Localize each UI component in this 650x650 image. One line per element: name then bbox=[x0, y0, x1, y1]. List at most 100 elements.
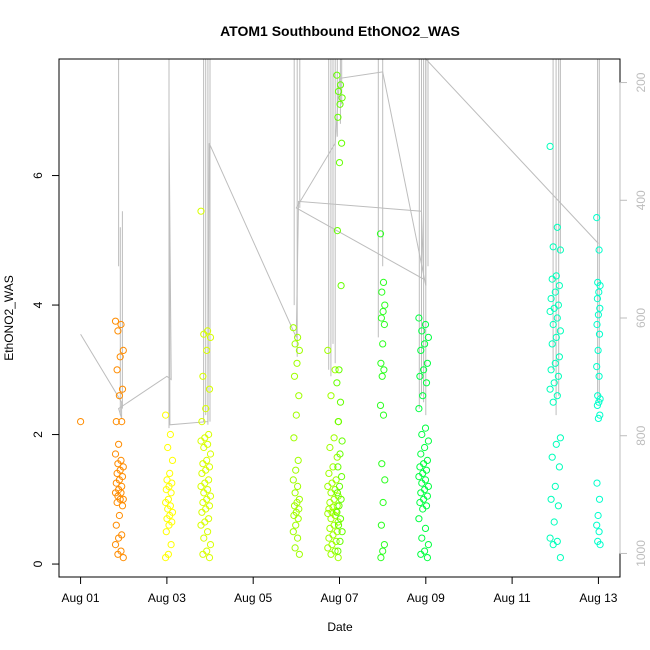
data-point bbox=[550, 518, 558, 526]
data-point bbox=[595, 288, 603, 296]
x-tick-label: Aug 05 bbox=[234, 591, 272, 605]
data-point bbox=[205, 430, 213, 439]
data-point bbox=[553, 314, 561, 322]
data-point bbox=[166, 469, 174, 477]
data-point bbox=[594, 414, 603, 422]
data-point bbox=[199, 372, 207, 380]
data-point bbox=[292, 466, 300, 474]
data-point bbox=[199, 460, 207, 468]
data-point bbox=[113, 498, 121, 507]
data-point bbox=[593, 363, 601, 371]
data-point bbox=[334, 463, 342, 471]
data-point bbox=[415, 314, 423, 322]
data-point bbox=[595, 398, 603, 406]
data-point bbox=[421, 424, 430, 432]
data-point bbox=[546, 385, 554, 393]
data-point bbox=[117, 320, 125, 329]
data-point bbox=[336, 81, 345, 89]
data-point bbox=[379, 307, 387, 316]
x-tick-label: Aug 11 bbox=[494, 591, 531, 605]
data-point bbox=[292, 411, 300, 419]
data-point bbox=[421, 524, 430, 533]
data-point bbox=[376, 401, 385, 409]
data-point bbox=[197, 521, 205, 529]
data-point bbox=[335, 482, 344, 490]
data-point bbox=[331, 366, 339, 374]
data-point bbox=[163, 476, 171, 484]
data-point bbox=[292, 521, 300, 529]
data-point bbox=[381, 476, 389, 484]
data-point bbox=[380, 541, 388, 549]
data-point bbox=[333, 508, 341, 516]
data-point bbox=[555, 353, 564, 361]
data-point bbox=[295, 346, 303, 354]
data-point bbox=[290, 434, 298, 442]
data-point bbox=[593, 295, 602, 303]
data-point bbox=[336, 100, 344, 108]
data-point bbox=[378, 460, 386, 468]
data-point bbox=[551, 482, 559, 490]
data-point bbox=[556, 554, 565, 562]
data-point bbox=[556, 434, 565, 442]
data-point bbox=[200, 443, 208, 452]
data-point bbox=[335, 366, 343, 374]
data-point bbox=[547, 495, 555, 503]
x-tick-label: Aug 03 bbox=[148, 591, 186, 605]
data-point bbox=[338, 94, 346, 102]
data-point bbox=[77, 418, 85, 426]
data-point bbox=[199, 550, 207, 558]
data-point bbox=[596, 541, 604, 549]
chart-title: ATOM1 Southbound EthONO2_WAS bbox=[220, 23, 460, 39]
data-point bbox=[379, 278, 388, 286]
data-point bbox=[418, 430, 426, 439]
data-point bbox=[593, 214, 601, 222]
y2-tick-label: 200 bbox=[634, 72, 648, 92]
y-tick-label: 6 bbox=[31, 172, 45, 179]
data-point bbox=[204, 528, 212, 536]
data-point bbox=[203, 456, 211, 464]
data-point bbox=[198, 508, 206, 516]
data-point bbox=[595, 495, 604, 503]
data-point bbox=[206, 333, 215, 341]
data-point bbox=[200, 489, 208, 497]
data-point bbox=[198, 418, 206, 426]
data-point bbox=[166, 430, 174, 439]
data-point bbox=[415, 473, 423, 481]
data-point bbox=[205, 463, 214, 471]
data-point bbox=[548, 275, 556, 283]
data-point bbox=[338, 473, 346, 481]
data-point bbox=[337, 282, 345, 290]
data-point bbox=[336, 515, 345, 523]
data-point bbox=[552, 333, 560, 341]
data-point bbox=[554, 502, 563, 510]
data-point bbox=[335, 159, 344, 167]
data-point bbox=[118, 502, 127, 510]
data-point bbox=[205, 515, 213, 523]
data-point bbox=[205, 385, 214, 393]
data-point bbox=[295, 392, 303, 400]
x-axis-label: Date bbox=[327, 620, 353, 634]
data-point bbox=[423, 456, 431, 464]
data-point bbox=[291, 544, 299, 552]
data-point bbox=[549, 398, 557, 406]
data-point bbox=[553, 392, 561, 400]
y2-tick-label: 600 bbox=[634, 308, 648, 328]
data-point bbox=[547, 366, 555, 374]
data-point bbox=[111, 541, 120, 549]
data-point bbox=[418, 534, 426, 542]
data-point bbox=[415, 515, 423, 523]
data-point bbox=[380, 320, 388, 329]
data-point bbox=[421, 340, 429, 348]
data-point bbox=[549, 320, 557, 329]
data-point bbox=[377, 314, 385, 322]
data-point bbox=[377, 554, 385, 562]
data-point bbox=[289, 528, 297, 536]
data-point bbox=[114, 550, 122, 558]
data-point bbox=[115, 534, 123, 542]
data-point bbox=[167, 489, 175, 497]
data-points bbox=[77, 71, 604, 562]
y-tick-label: 0 bbox=[31, 560, 45, 567]
data-point bbox=[325, 469, 333, 477]
data-point bbox=[423, 554, 431, 562]
